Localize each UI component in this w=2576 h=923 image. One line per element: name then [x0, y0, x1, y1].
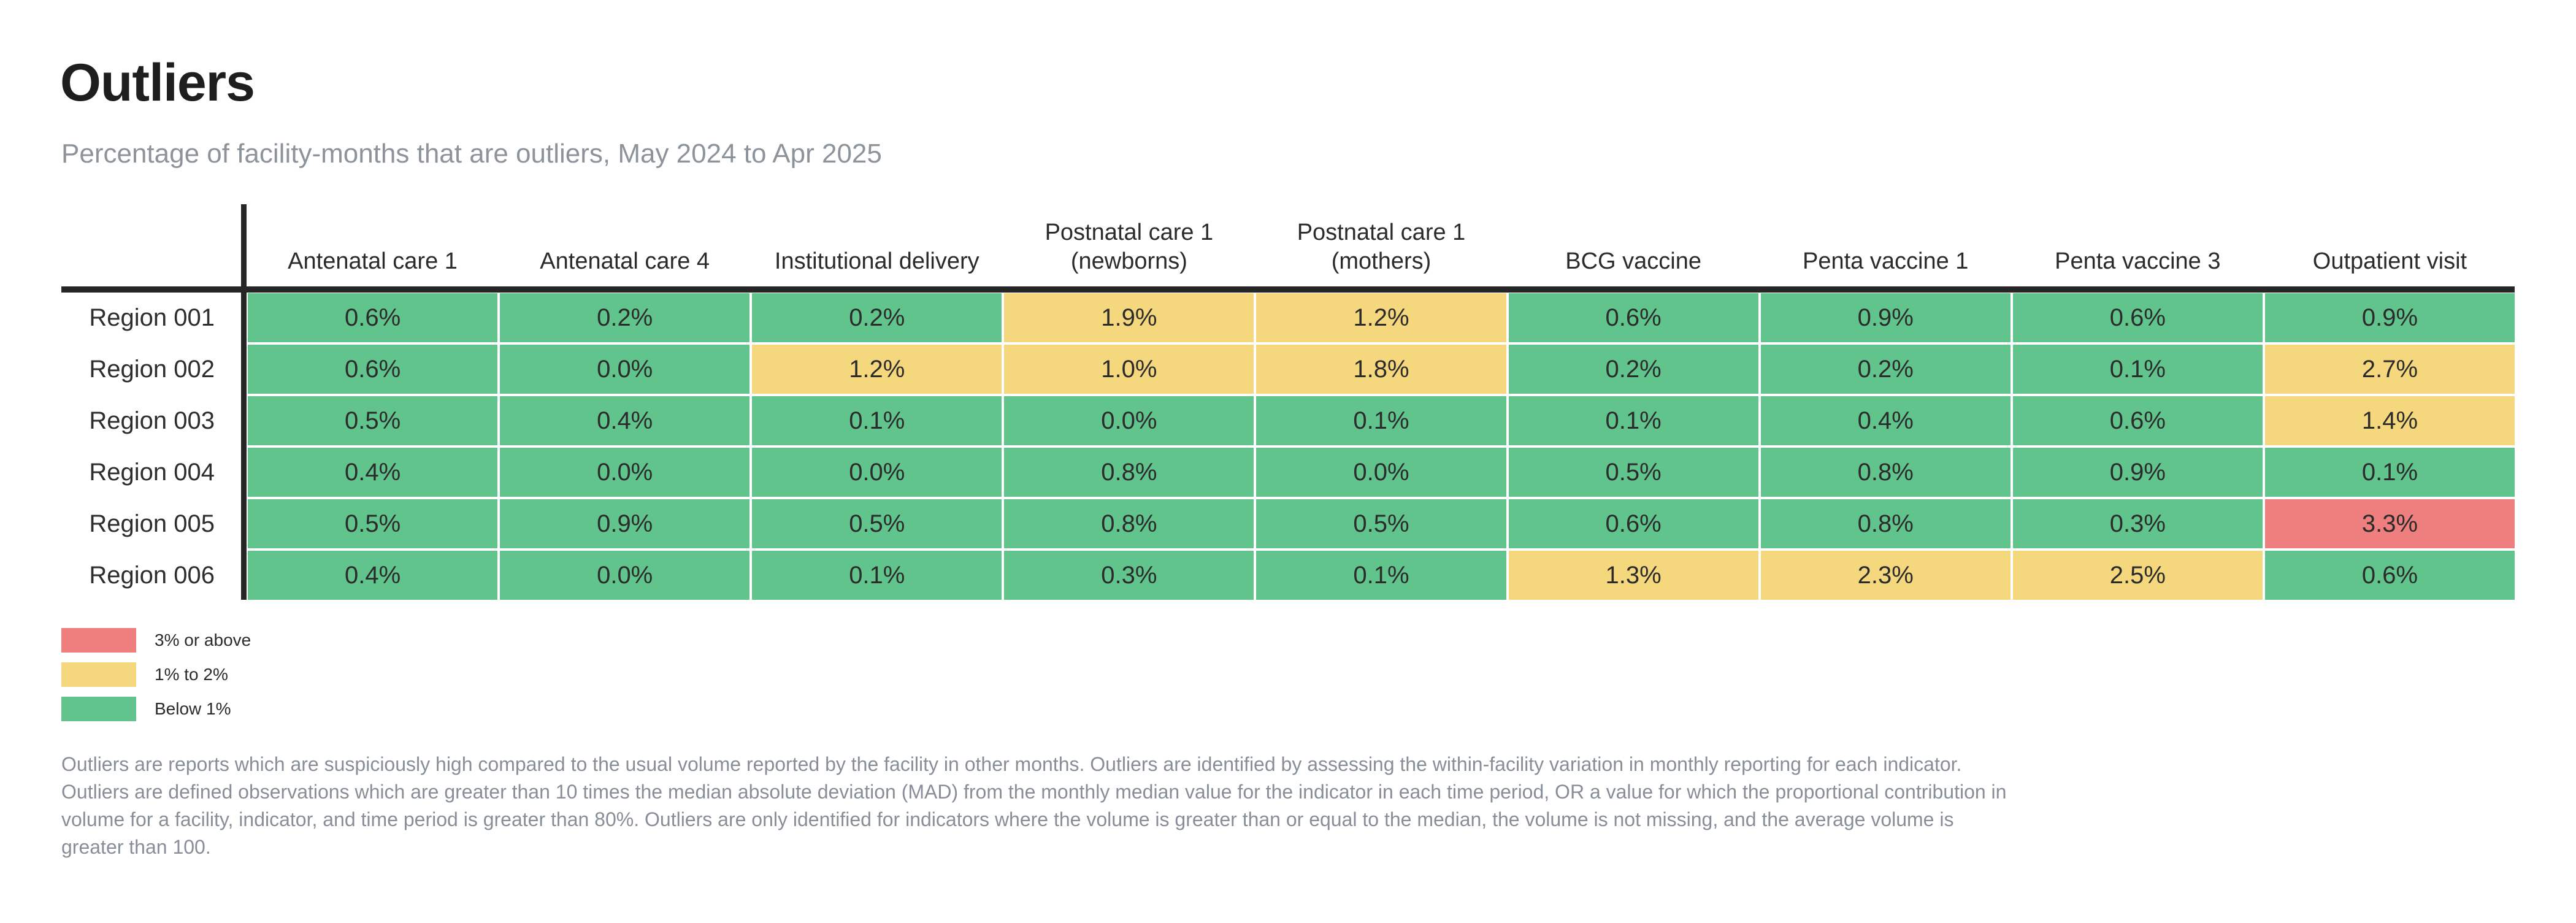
heatmap-grid: 0.6% 0.2% 0.2% 1.9% 1.2% 0.6% 0.9% 0.6% 0.9% 0.6%… [248, 293, 2515, 600]
footnote-line: Outliers are reports which are suspiciou… [61, 753, 1962, 775]
heatmap-cell-region-003-penta-vaccine-3: 0.6% [2012, 396, 2263, 445]
heatmap-cell-region-001-penta-vaccine-3: 0.6% [2012, 293, 2263, 342]
heatmap-cell-region-005-postnatal-care-1-newborns: 0.8% [1004, 499, 1254, 548]
heatmap-cell-region-003-antenatal-care-4: 0.4% [500, 396, 750, 445]
column-header-penta-vaccine-1: Penta vaccine 1 [1803, 248, 1969, 274]
footnote: Outliers are reports which are suspiciou… [61, 751, 2521, 861]
legend-label-3-or-above: 3% or above [155, 630, 251, 649]
row-label-region-002: Region 002 [89, 355, 215, 383]
heatmap-cell-region-001-bcg-vaccine: 0.6% [1508, 293, 1758, 342]
heatmap-cell-region-001-antenatal-care-1: 0.6% [248, 293, 498, 342]
heatmap-cell-region-001-outpatient-visit: 0.9% [2264, 293, 2515, 342]
heatmap-cell-region-006-antenatal-care-4: 0.0% [500, 551, 750, 600]
heatmap-cell-region-004-bcg-vaccine: 0.5% [1508, 448, 1758, 497]
column-header-postnatal-care-1-newborns: Postnatal care 1 (newborns) [1045, 220, 1214, 274]
heatmap-cell-region-005-antenatal-care-1: 0.5% [248, 499, 498, 548]
legend-label-below-1: Below 1% [155, 699, 231, 718]
heatmap-cell-region-002-penta-vaccine-3: 0.1% [2012, 345, 2263, 394]
column-header-institutional-delivery: Institutional delivery [774, 248, 979, 274]
heatmap-cell-region-005-postnatal-care-1-mothers: 0.5% [1256, 499, 1506, 548]
heatmap-cell-region-004-institutional-delivery: 0.0% [752, 448, 1002, 497]
row-label-region-006: Region 006 [89, 561, 215, 589]
heatmap-cell-region-005-penta-vaccine-3: 0.3% [2012, 499, 2263, 548]
heatmap-cell-region-004-antenatal-care-4: 0.0% [500, 448, 750, 497]
heatmap-cell-region-006-postnatal-care-1-mothers: 0.1% [1256, 551, 1506, 600]
heatmap-cell-region-006-outpatient-visit: 0.6% [2264, 551, 2515, 600]
heatmap-cell-region-005-bcg-vaccine: 0.6% [1508, 499, 1758, 548]
heatmap-cell-region-004-penta-vaccine-1: 0.8% [1760, 448, 2011, 497]
heatmap-cell-region-001-penta-vaccine-1: 0.9% [1760, 293, 2011, 342]
table-header-divider-line [61, 286, 2515, 293]
row-label-region-003: Region 003 [89, 407, 215, 434]
heatmap-cell-region-004-postnatal-care-1-newborns: 0.8% [1004, 448, 1254, 497]
heatmap-cell-region-001-postnatal-care-1-newborns: 1.9% [1004, 293, 1254, 342]
heatmap-cell-region-004-penta-vaccine-3: 0.9% [2012, 448, 2263, 497]
heatmap-cell-region-003-antenatal-care-1: 0.5% [248, 396, 498, 445]
heatmap-cell-region-005-institutional-delivery: 0.5% [752, 499, 1002, 548]
heatmap-cell-region-004-antenatal-care-1: 0.4% [248, 448, 498, 497]
legend-item-below-1: Below 1% [61, 697, 251, 721]
heatmap-cell-region-003-outpatient-visit: 1.4% [2264, 396, 2515, 445]
column-header-outpatient-visit: Outpatient visit [2312, 248, 2467, 274]
heatmap-cell-region-005-penta-vaccine-1: 0.8% [1760, 499, 2011, 548]
footnote-line: Outliers are defined observations which … [61, 781, 2007, 803]
column-header-postnatal-care-1-mothers: Postnatal care 1 (mothers) [1297, 220, 1466, 274]
legend: 3% or above 1% to 2% Below 1% [61, 628, 251, 731]
column-headers: Antenatal care 1 Antenatal care 4 Institut… [248, 202, 2515, 283]
heatmap-cell-region-002-penta-vaccine-1: 0.2% [1760, 345, 2011, 394]
column-header-bcg-vaccine: BCG vaccine [1565, 248, 1701, 274]
row-labels: Region 001 Region 002 Region 003 Region 004… [61, 293, 215, 600]
table-left-axis-line [241, 204, 247, 600]
heatmap-cell-region-004-postnatal-care-1-mothers: 0.0% [1256, 448, 1506, 497]
row-label-region-004: Region 004 [89, 458, 215, 486]
heatmap-cell-region-004-outpatient-visit: 0.1% [2264, 448, 2515, 497]
legend-item-3-or-above: 3% or above [61, 628, 251, 653]
heatmap-cell-region-003-postnatal-care-1-newborns: 0.0% [1004, 396, 1254, 445]
column-header-penta-vaccine-3: Penta vaccine 3 [2055, 248, 2221, 274]
row-label-region-001: Region 001 [89, 304, 215, 331]
heatmap-cell-region-006-antenatal-care-1: 0.4% [248, 551, 498, 600]
heatmap-cell-region-002-postnatal-care-1-newborns: 1.0% [1004, 345, 1254, 394]
heatmap-cell-region-006-institutional-delivery: 0.1% [752, 551, 1002, 600]
heatmap-cell-region-006-penta-vaccine-1: 2.3% [1760, 551, 2011, 600]
heatmap-cell-region-003-institutional-delivery: 0.1% [752, 396, 1002, 445]
footnote-line: greater than 100. [61, 836, 211, 858]
heatmap-cell-region-001-postnatal-care-1-mothers: 1.2% [1256, 293, 1506, 342]
legend-swatch-red [61, 628, 136, 653]
heatmap-cell-region-005-antenatal-care-4: 0.9% [500, 499, 750, 548]
heatmap-cell-region-006-bcg-vaccine: 1.3% [1508, 551, 1758, 600]
footnote-line: volume for a facility, indicator, and ti… [61, 808, 1954, 830]
heatmap-cell-region-005-outpatient-visit: 3.3% [2264, 499, 2515, 548]
heatmap-cell-region-002-postnatal-care-1-mothers: 1.8% [1256, 345, 1506, 394]
page-subtitle: Percentage of facility-months that are o… [61, 139, 882, 169]
heatmap-cell-region-003-bcg-vaccine: 0.1% [1508, 396, 1758, 445]
heatmap-cell-region-001-antenatal-care-4: 0.2% [500, 293, 750, 342]
heatmap-cell-region-003-penta-vaccine-1: 0.4% [1760, 396, 2011, 445]
heatmap-cell-region-003-postnatal-care-1-mothers: 0.1% [1256, 396, 1506, 445]
heatmap-cell-region-006-postnatal-care-1-newborns: 0.3% [1004, 551, 1254, 600]
legend-swatch-yellow [61, 662, 136, 687]
heatmap-cell-region-002-bcg-vaccine: 0.2% [1508, 345, 1758, 394]
column-header-antenatal-care-1: Antenatal care 1 [288, 248, 458, 274]
heatmap-cell-region-001-institutional-delivery: 0.2% [752, 293, 1002, 342]
legend-item-1-to-2: 1% to 2% [61, 662, 251, 687]
legend-label-1-to-2: 1% to 2% [155, 665, 228, 684]
row-label-region-005: Region 005 [89, 510, 215, 537]
heatmap-cell-region-002-institutional-delivery: 1.2% [752, 345, 1002, 394]
heatmap-cell-region-002-outpatient-visit: 2.7% [2264, 345, 2515, 394]
page-title: Outliers [60, 53, 255, 112]
heatmap-cell-region-006-penta-vaccine-3: 2.5% [2012, 551, 2263, 600]
heatmap-cell-region-002-antenatal-care-4: 0.0% [500, 345, 750, 394]
heatmap-cell-region-002-antenatal-care-1: 0.6% [248, 345, 498, 394]
legend-swatch-green [61, 697, 136, 721]
column-header-antenatal-care-4: Antenatal care 4 [540, 248, 710, 274]
